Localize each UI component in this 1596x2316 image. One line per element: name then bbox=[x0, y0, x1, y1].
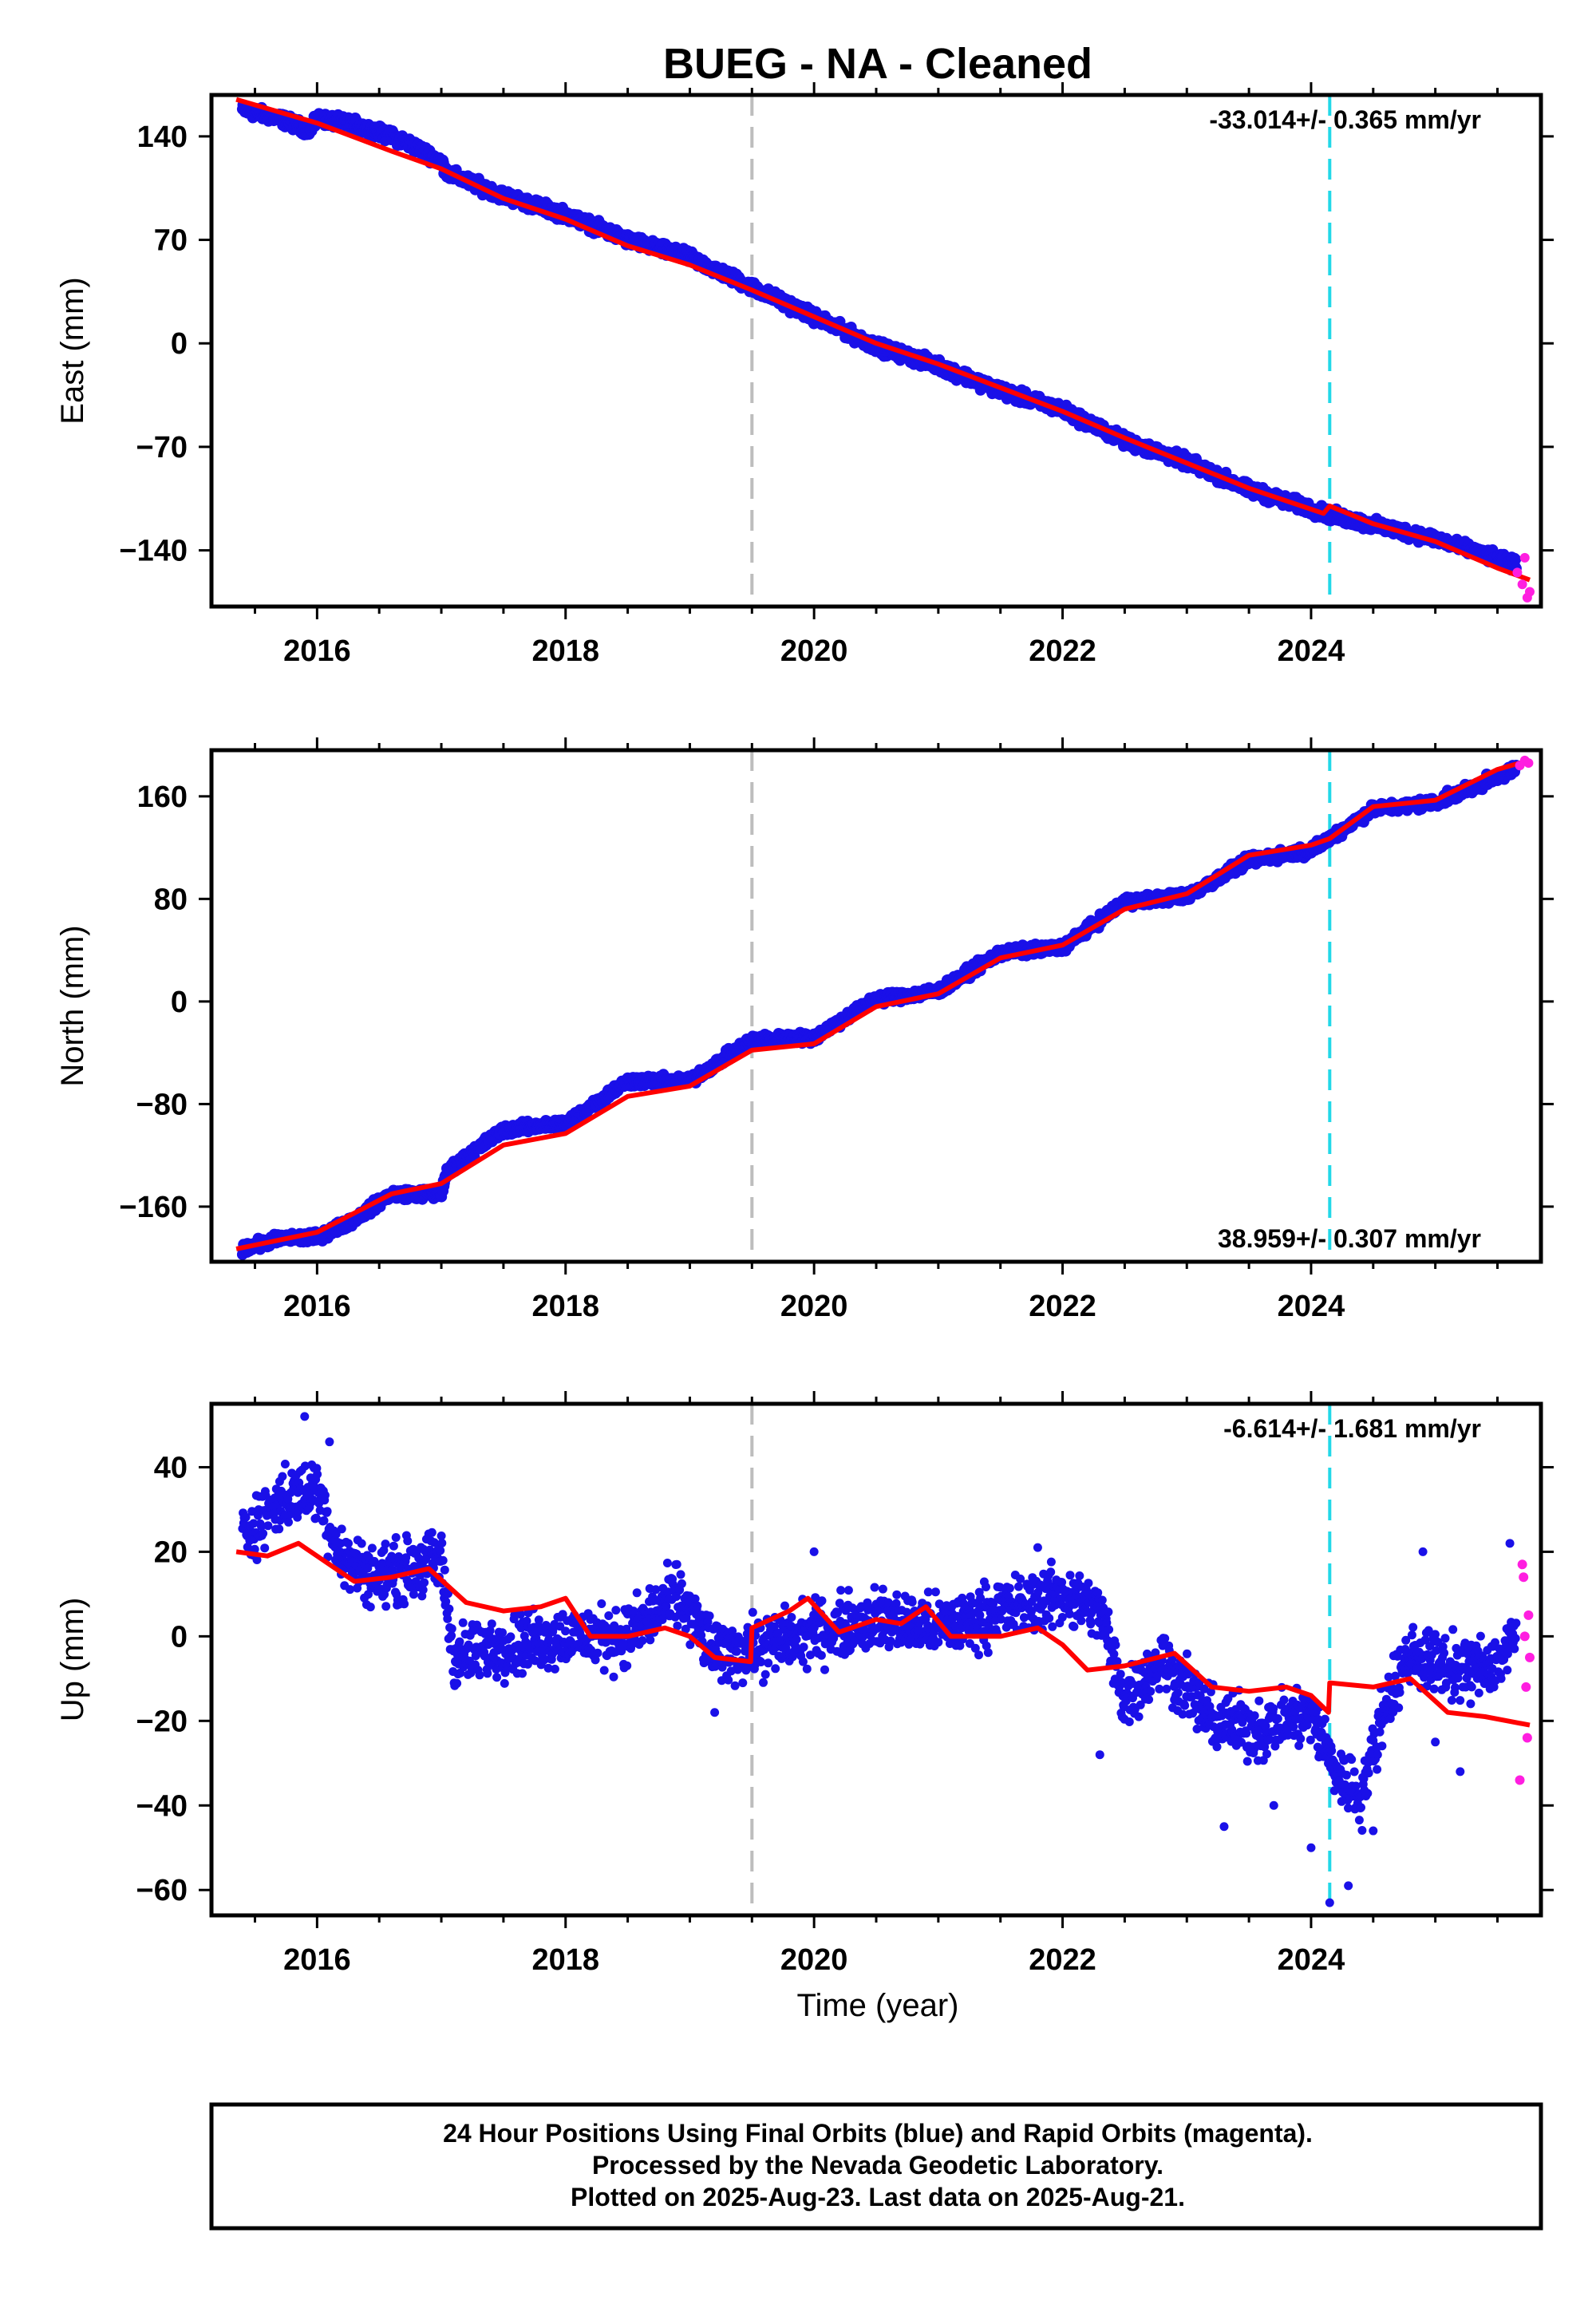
east-y-axis-label: East (mm) bbox=[55, 277, 90, 424]
east-y-tick-label: −140 bbox=[119, 535, 188, 568]
east-x-tick-label: 2016 bbox=[283, 634, 351, 668]
east-final-point bbox=[1510, 553, 1522, 565]
east-rapid-point bbox=[1519, 552, 1530, 563]
east-x-tick-label: 2022 bbox=[1029, 634, 1096, 668]
east-y-tick-label: 0 bbox=[171, 327, 188, 361]
east-x-tick-label: 2024 bbox=[1278, 634, 1345, 668]
east-y-tick-label: 70 bbox=[154, 224, 188, 258]
east-x-tick-label: 2018 bbox=[531, 634, 599, 668]
east-x-tick-label: 2020 bbox=[780, 634, 848, 668]
east-y-tick-label: 140 bbox=[137, 121, 188, 154]
east-plot-area bbox=[235, 95, 1535, 607]
north-final-points bbox=[236, 760, 1522, 1260]
chart-title: BUEG - NA - Cleaned bbox=[663, 40, 1092, 88]
east-rapid-point bbox=[1517, 579, 1527, 590]
panel-east: 2016 2018 2020 2022 2024 140 70 0 −70 −140 East (m… bbox=[55, 82, 1554, 668]
east-rate-annotation: -33.014+/- 0.365 mm/yr bbox=[1209, 105, 1481, 134]
east-model-line bbox=[235, 97, 1531, 583]
east-rapid-point bbox=[1524, 587, 1535, 597]
north-plot-area bbox=[235, 750, 1534, 1262]
east-rapid-points bbox=[1512, 552, 1535, 603]
east-y-tick-label: −70 bbox=[136, 431, 188, 464]
east-rapid-point bbox=[1512, 567, 1523, 578]
